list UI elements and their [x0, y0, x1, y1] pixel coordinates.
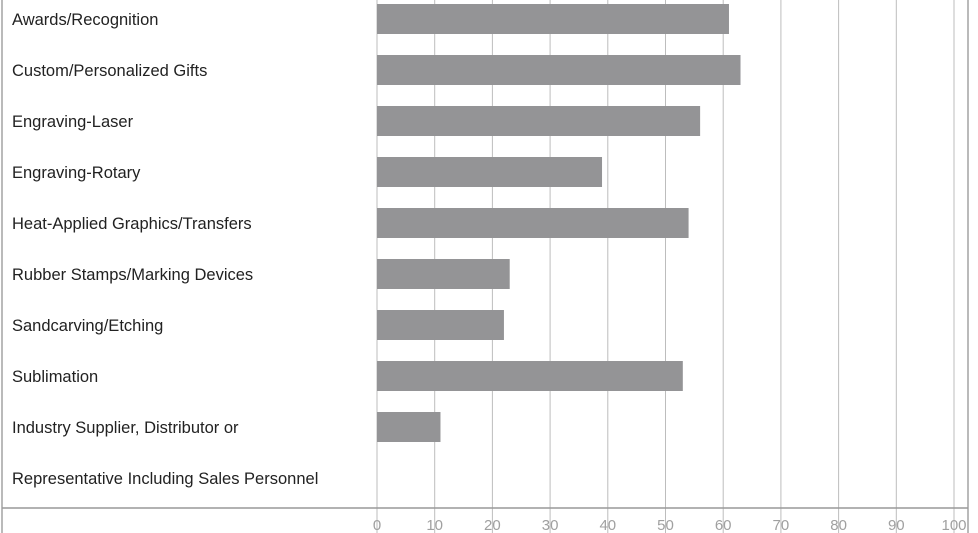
bar-0 — [377, 4, 729, 34]
bar-1 — [377, 55, 741, 85]
x-tick-label-40: 40 — [599, 517, 616, 533]
x-tick-label-80: 80 — [830, 517, 847, 533]
x-tick-label-50: 50 — [657, 517, 674, 533]
x-tick-label-0: 0 — [373, 517, 381, 533]
bar-3 — [377, 157, 603, 187]
category-label-1: Custom/Personalized Gifts — [12, 62, 207, 80]
x-axis: 0 10 20 30 40 50 60 70 80 90 100 — [2, 507, 968, 533]
category-label-5: Rubber Stamps/Marking Devices — [12, 266, 253, 284]
bar-2 — [377, 106, 701, 136]
x-tick-label-30: 30 — [542, 517, 559, 533]
x-tick-label-60: 60 — [715, 517, 732, 533]
bars — [377, 4, 741, 442]
x-tick-label-90: 90 — [888, 517, 905, 533]
x-tick-label-20: 20 — [484, 517, 501, 533]
category-label-4: Heat-Applied Graphics/Transfers — [12, 215, 252, 233]
category-label-9: Representative Including Sales Personnel — [12, 470, 318, 488]
category-label-8: Industry Supplier, Distributor or — [12, 419, 239, 437]
x-tick-label-10: 10 — [426, 517, 443, 533]
bar-6 — [377, 310, 504, 340]
category-label-2: Engraving-Laser — [12, 113, 134, 131]
bar-7 — [377, 361, 683, 391]
category-label-6: Sandcarving/Etching — [12, 317, 163, 335]
bar-5 — [377, 259, 510, 289]
bar-8 — [377, 412, 441, 442]
x-tick-label-70: 70 — [773, 517, 790, 533]
category-labels: Awards/Recognition Custom/Personalized Gi… — [12, 11, 318, 488]
category-label-3: Engraving-Rotary — [12, 164, 141, 182]
category-label-7: Sublimation — [12, 368, 98, 386]
bar-4 — [377, 208, 689, 238]
x-tick-label-100: 100 — [941, 517, 966, 533]
category-label-0: Awards/Recognition — [12, 11, 158, 29]
